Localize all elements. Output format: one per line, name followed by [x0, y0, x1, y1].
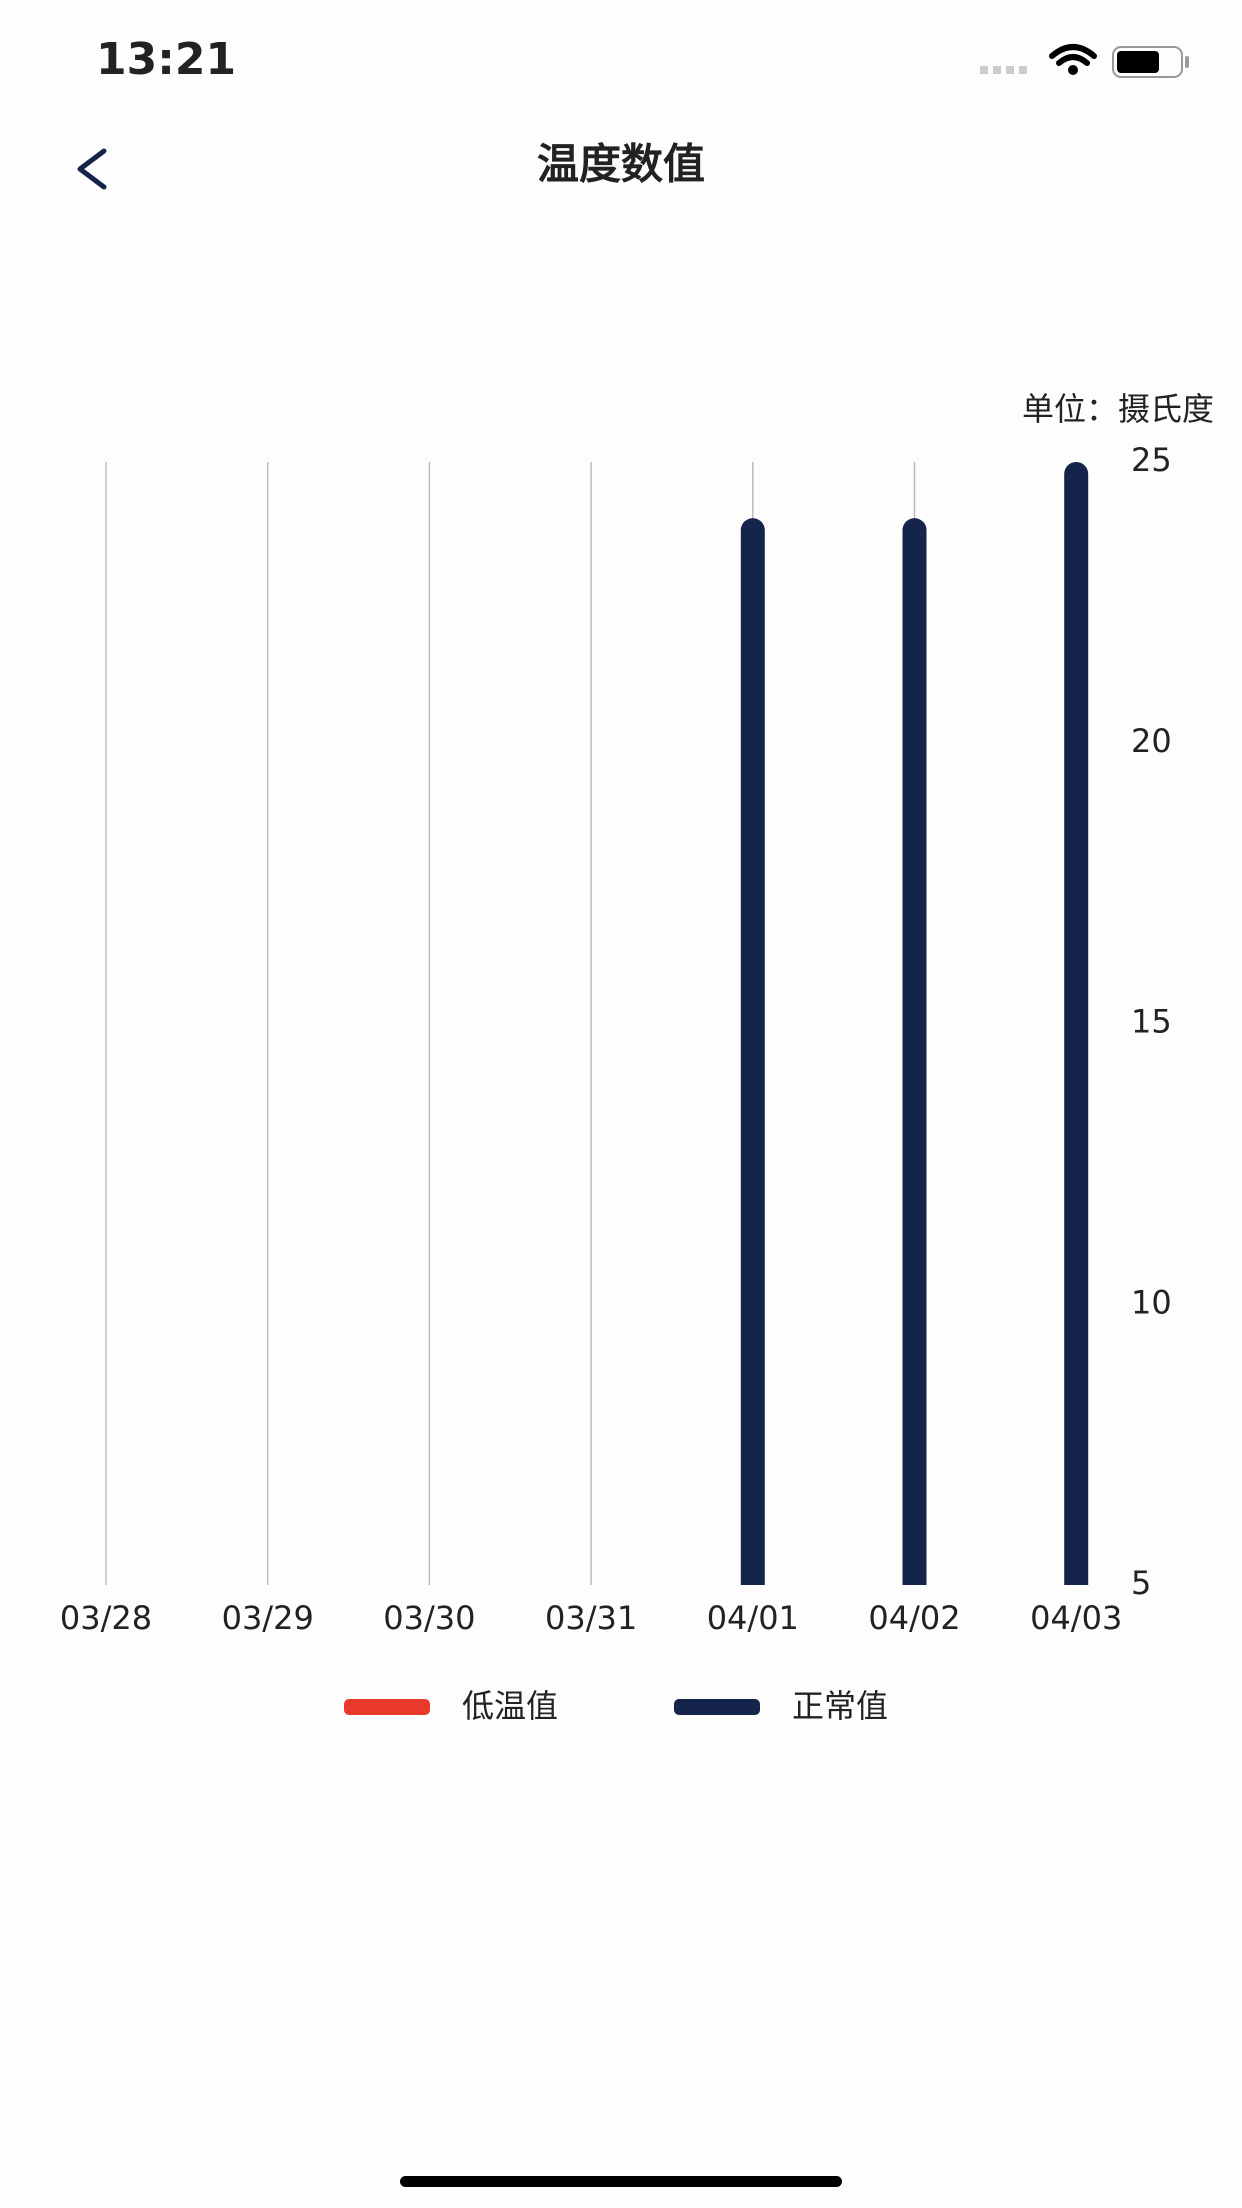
- status-time: 13:21: [96, 34, 236, 85]
- y-tick-label: 5: [1131, 1564, 1151, 1602]
- y-tick-label: 20: [1131, 722, 1172, 760]
- back-button[interactable]: [77, 148, 107, 190]
- x-tick-label: 04/02: [868, 1599, 960, 1637]
- y-tick-label: 15: [1131, 1003, 1172, 1041]
- bar: [740, 518, 765, 1585]
- x-tick-label: 04/03: [1030, 1599, 1122, 1637]
- x-tick-label: 03/28: [60, 1599, 152, 1637]
- x-tick-label: 03/31: [545, 1599, 637, 1637]
- home-indicator: [400, 2176, 842, 2187]
- y-tick-label: 25: [1131, 441, 1172, 479]
- legend-label: 正常值: [792, 1687, 888, 1725]
- legend-swatch: [344, 1699, 430, 1715]
- x-tick-label: 04/01: [707, 1599, 799, 1637]
- y-tick-label: 10: [1131, 1283, 1172, 1321]
- status-icons: [980, 44, 1189, 78]
- legend-swatch: [674, 1699, 760, 1715]
- x-tick-label: 03/29: [222, 1599, 314, 1637]
- unit-label: 单位：摄氏度: [1022, 390, 1214, 428]
- legend-label: 低温值: [462, 1687, 558, 1725]
- page-title: 温度数值: [537, 140, 705, 189]
- bar: [902, 518, 927, 1585]
- bar: [1064, 462, 1089, 1585]
- x-tick-label: 03/30: [383, 1599, 475, 1637]
